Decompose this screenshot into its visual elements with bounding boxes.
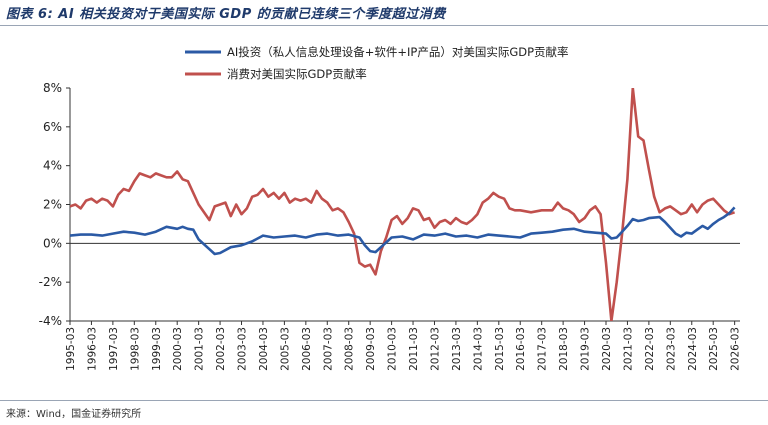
x-tick-label: 2011-03	[408, 327, 420, 371]
footer-divider	[0, 400, 768, 401]
y-tick-label: 8%	[43, 81, 62, 95]
x-tick-label: 2014-03	[472, 327, 484, 371]
figure-title: 图表 6: AI 相关投资对于美国实际 GDP 的贡献已连续三个季度超过消费	[6, 7, 446, 22]
y-tick-label: 6%	[43, 120, 62, 134]
x-tick-label: 1998-03	[129, 327, 141, 371]
x-tick-label: 2021-03	[622, 327, 634, 371]
x-tick-label: 2002-03	[215, 327, 227, 371]
x-tick-label: 2007-03	[322, 327, 334, 371]
title-divider	[0, 25, 768, 26]
y-tick-label: -2%	[39, 275, 62, 289]
x-tick-label: 2012-03	[429, 327, 441, 371]
x-tick-label: 2005-03	[279, 327, 291, 371]
plot-lines	[70, 88, 736, 321]
x-tick-label: 2001-03	[194, 327, 206, 371]
x-tick-label: 2008-03	[344, 327, 356, 371]
x-tick-label: 2004-03	[258, 327, 270, 371]
x-tick-label: 2013-03	[451, 327, 463, 371]
x-tick-label: 1999-03	[151, 327, 163, 371]
x-tick-label: 1996-03	[86, 327, 98, 371]
x-tick-label: 2000-03	[172, 327, 184, 371]
x-tick-label: 2022-03	[644, 327, 656, 371]
chart-axes: 8% 6% 4% 2% 0% -2% -4%1995-03 1996-03 1997-03 199…	[39, 81, 742, 371]
source-note: 来源：Wind，国金证券研究所	[6, 409, 142, 420]
x-tick-label: 2010-03	[387, 327, 399, 371]
y-tick-label: 2%	[43, 198, 62, 212]
y-tick-label: 0%	[43, 236, 62, 250]
x-tick-label: 2025-03	[708, 327, 720, 371]
series-line-ai-investment	[70, 206, 736, 256]
y-tick-label: 4%	[43, 159, 62, 173]
x-tick-label: 2023-03	[665, 327, 677, 371]
x-tick-label: 2006-03	[301, 327, 313, 371]
x-tick-label: 2019-03	[580, 327, 592, 371]
x-tick-label: 2020-03	[601, 327, 613, 371]
x-tick-label: 2016-03	[515, 327, 527, 371]
x-tick-label: 1995-03	[65, 327, 77, 371]
x-tick-label: 2026-03	[730, 327, 742, 371]
x-tick-label: 1997-03	[108, 327, 120, 371]
x-tick-label: 2024-03	[687, 327, 699, 371]
x-tick-label: 2003-03	[237, 327, 249, 371]
chart-legend: AI投资（私人信息处理设备+软件+IP产品）对美国实际GDP贡献率 消费对美国实…	[185, 45, 569, 81]
x-tick-label: 2018-03	[558, 327, 570, 371]
y-tick-label: -4%	[39, 314, 62, 328]
legend-label-consumption: 消费对美国实际GDP贡献率	[227, 67, 367, 81]
legend-label-ai: AI投资（私人信息处理设备+软件+IP产品）对美国实际GDP贡献率	[227, 45, 569, 59]
x-tick-label: 2009-03	[365, 327, 377, 371]
x-tick-label: 2015-03	[494, 327, 506, 371]
x-tick-label: 2017-03	[537, 327, 549, 371]
series-line-consumption	[70, 88, 736, 321]
